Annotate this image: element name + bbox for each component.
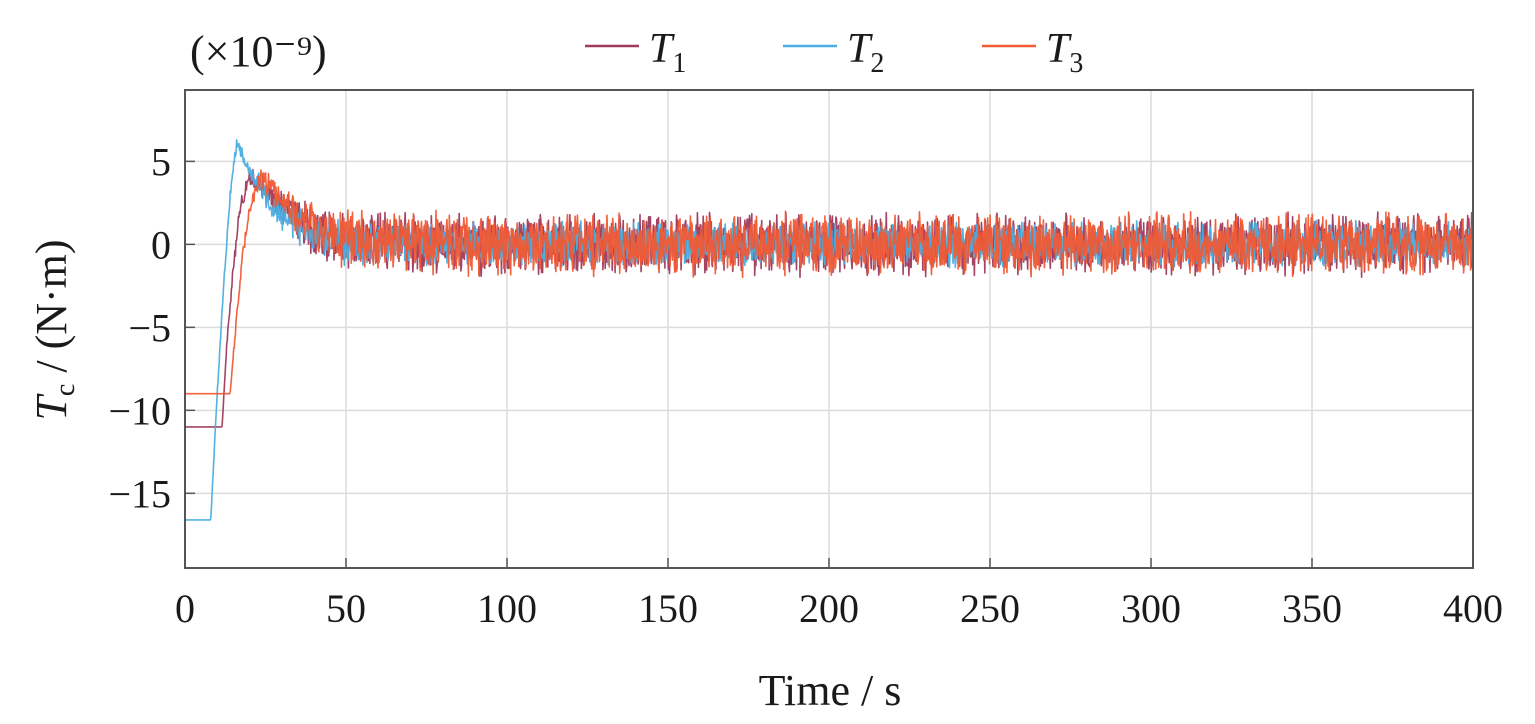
series-line-t3	[184, 169, 1474, 395]
legend-label: T3	[1046, 26, 1083, 79]
x-tick-label: 400	[1443, 586, 1503, 631]
y-scale-note: (×10⁻⁹)	[190, 27, 327, 76]
x-tick-label: 50	[326, 586, 366, 631]
x-tick-label: 200	[799, 586, 859, 631]
x-tick-label: 0	[175, 586, 195, 631]
legend-entry-t2: T2	[783, 26, 884, 79]
y-tick-label: −10	[108, 388, 171, 433]
x-tick-label: 100	[477, 586, 537, 631]
legend: T1 T2 T3	[585, 26, 1083, 79]
y-axis-label-subscript: c	[50, 384, 81, 396]
x-tick-label: 350	[1282, 586, 1342, 631]
series-lines	[184, 139, 1474, 521]
legend-entry-t3: T3	[982, 26, 1083, 79]
y-axis-label: Tc / (N·m)	[27, 239, 81, 420]
x-tick-label: 150	[638, 586, 698, 631]
y-axis-label-unit: / (N·m)	[27, 239, 76, 383]
x-tick-label: 300	[1121, 586, 1181, 631]
legend-label: T2	[847, 26, 884, 79]
y-axis-label-symbol: T	[27, 393, 76, 421]
y-tick-label: −5	[128, 305, 171, 350]
legend-entry-t1: T1	[585, 26, 686, 79]
x-tick-label: 250	[960, 586, 1020, 631]
y-tick-label: −15	[108, 471, 171, 516]
y-tick-label: 0	[151, 222, 171, 267]
x-axis-label: Time / s	[759, 666, 902, 715]
y-tick-label: 5	[151, 139, 171, 184]
legend-label: T1	[649, 26, 686, 79]
y-tick-labels: −15 −10 −5 0 5	[108, 139, 195, 516]
x-tick-labels: 0 50 100 150 200 250 300 350 400	[175, 558, 1503, 631]
